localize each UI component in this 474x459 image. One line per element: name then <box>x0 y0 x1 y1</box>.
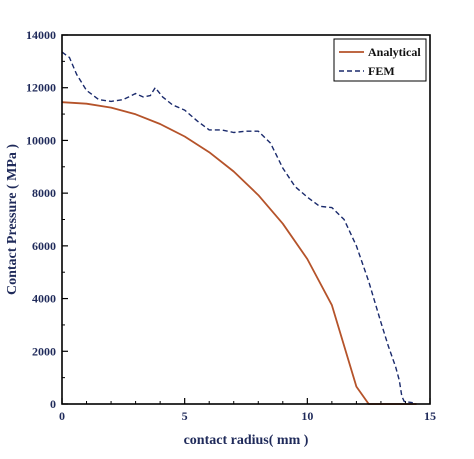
x-tick-label: 10 <box>301 409 313 423</box>
y-tick-label: 4000 <box>32 292 56 306</box>
series-layer <box>61 51 417 405</box>
x-axis-title: contact radius( mm ) <box>184 433 309 448</box>
y-tick-label: 2000 <box>32 344 56 358</box>
series-line-fem <box>61 51 413 404</box>
y-tick-label: 6000 <box>32 239 56 253</box>
x-tick-label: 15 <box>424 409 436 423</box>
ticks-layer: 0 5 10 15 0 2000 4000 6000 8000 10000 12000 14000 <box>26 28 436 423</box>
y-tick-label: 12000 <box>26 81 56 95</box>
series-line-analytical <box>61 101 417 405</box>
x-tick-label: 5 <box>182 409 188 423</box>
x-tick-label: 0 <box>59 409 65 423</box>
y-axis-title: Contact Pressure ( MPa ) <box>5 144 20 295</box>
legend-label-fem: FEM <box>368 64 395 78</box>
legend-label-analytical: Analytical <box>368 45 421 59</box>
y-tick-label: 8000 <box>32 186 56 200</box>
legend: Analytical FEM <box>333 38 427 82</box>
y-tick-label: 10000 <box>26 133 56 147</box>
y-tick-label: 14000 <box>26 28 56 42</box>
plot-frame <box>61 34 431 405</box>
y-tick-label: 0 <box>50 397 56 411</box>
legend-box <box>333 38 427 82</box>
